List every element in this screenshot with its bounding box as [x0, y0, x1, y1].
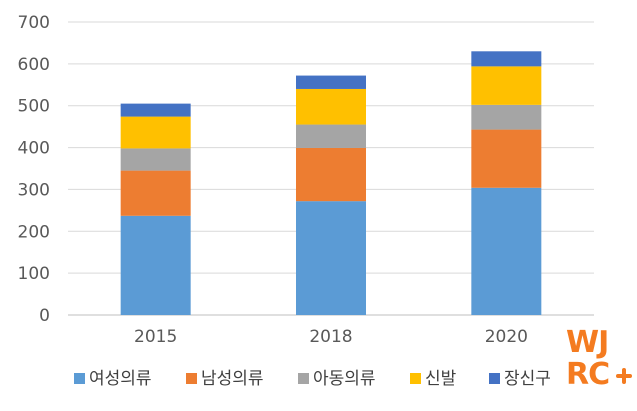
- wjrc-logo: WJ RC: [566, 325, 632, 392]
- bar-segment: [120, 170, 191, 216]
- legend-label: 여성의류: [89, 369, 152, 389]
- logo-plus-icon: [616, 368, 632, 384]
- bar-segment: [296, 201, 366, 315]
- legend: 여성의류 남성의류 아동의류 신발 장신구: [74, 369, 551, 389]
- bar-segment: [471, 104, 542, 130]
- y-tick-label: 600: [18, 55, 50, 75]
- x-tick-label: 2018: [309, 327, 352, 347]
- y-tick-label: 200: [18, 222, 50, 242]
- bar-segment: [471, 51, 542, 67]
- x-tick-label: 2015: [134, 327, 177, 347]
- legend-label: 남성의류: [201, 369, 264, 389]
- y-axis-ticks: 0 100 200 300 400 500 600 700: [18, 13, 50, 326]
- legend-label: 장신구: [504, 369, 551, 389]
- x-tick-label: 2020: [485, 327, 528, 347]
- bar-segment: [296, 75, 366, 89]
- legend-swatch: [410, 373, 421, 384]
- bar-segment: [120, 116, 191, 149]
- bar-segment: [120, 148, 191, 171]
- legend-label: 신발: [425, 369, 457, 389]
- bars: [120, 51, 542, 315]
- bar-segment: [296, 147, 366, 202]
- logo-top-text: WJ: [566, 325, 608, 360]
- bar-segment: [296, 88, 366, 125]
- bar-segment: [120, 103, 191, 117]
- bar-segment: [296, 124, 366, 148]
- y-tick-label: 0: [39, 306, 50, 326]
- legend-swatch: [489, 373, 500, 384]
- legend-swatch: [74, 373, 85, 384]
- y-tick-label: 100: [18, 264, 50, 284]
- bar-segment: [471, 187, 542, 315]
- y-tick-label: 400: [18, 139, 50, 159]
- legend-label: 아동의류: [313, 369, 376, 389]
- logo-bottom-text: RC: [566, 357, 609, 392]
- legend-swatch: [298, 373, 309, 384]
- bar-segment: [471, 129, 542, 188]
- bar-segment: [471, 66, 542, 105]
- legend-swatch: [186, 373, 197, 384]
- y-tick-label: 700: [18, 13, 50, 33]
- x-axis-ticks: 2015 2018 2020: [134, 327, 528, 347]
- y-tick-label: 500: [18, 97, 50, 117]
- bar-segment: [120, 215, 191, 315]
- y-tick-label: 300: [18, 180, 50, 200]
